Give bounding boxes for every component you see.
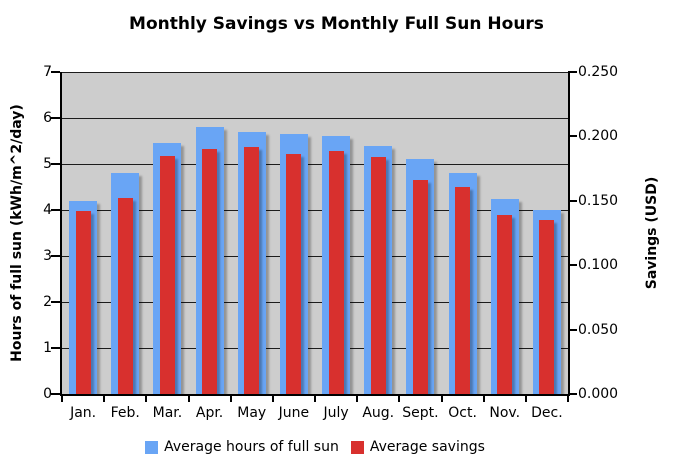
legend: Average hours of full sun Average savings [60, 439, 570, 455]
left-axis-tick-label: 5 [43, 156, 52, 172]
right-axis-tick [568, 71, 577, 73]
bar-group-nov [484, 72, 526, 394]
right-axis-tick [568, 264, 577, 267]
x-axis-tick [145, 396, 148, 402]
left-axis-tick-label: 3 [43, 248, 52, 264]
gridline [62, 210, 568, 211]
savings-bar [75, 211, 91, 394]
savings-bar [286, 154, 302, 394]
x-axis-tick [103, 396, 106, 402]
left-axis-tick [51, 301, 60, 303]
plot-area [60, 72, 570, 396]
left-axis-tick [51, 255, 60, 257]
x-axis-label-feb: Feb. [110, 405, 140, 421]
right-axis-tick-label: 0.250 [578, 64, 619, 80]
right-axis-tick [568, 135, 577, 138]
bar-group-oct [442, 72, 484, 394]
x-axis-label-dec: Dec. [531, 405, 563, 421]
x-axis-tick [524, 396, 527, 402]
x-axis-tick [271, 396, 274, 402]
left-axis-tick [51, 209, 60, 211]
x-axis-label-aug: Aug. [362, 405, 395, 421]
left-axis-tick [51, 117, 60, 119]
gridline [62, 348, 568, 349]
legend-item-sun: Average hours of full sun [145, 439, 339, 455]
left-axis-tick-label: 7 [43, 64, 52, 80]
x-axis-label-jan: Jan. [70, 405, 97, 421]
savings-bar [539, 220, 555, 394]
bar-group-aug [357, 72, 399, 394]
bar-group-june [273, 72, 315, 394]
legend-item-savings: Average savings [350, 439, 485, 455]
x-axis-tick [482, 396, 485, 402]
savings-bar [202, 149, 218, 394]
right-axis-tick-label: 0.150 [578, 192, 619, 209]
bar-group-dec [526, 72, 568, 394]
gridline [62, 118, 568, 119]
x-axis-label-sept: Sept. [402, 405, 439, 421]
savings-bar [455, 186, 471, 394]
gridline [62, 302, 568, 303]
x-axis-label-nov: Nov. [489, 405, 521, 421]
savings-bar [328, 150, 344, 394]
left-axis-tick-label: 0 [43, 386, 52, 402]
savings-bar [244, 146, 260, 394]
left-axis-tick-label: 4 [43, 202, 52, 218]
left-axis-title: Hours of full sun (kWh/m^2/day) [9, 104, 25, 362]
bar-group-july [315, 72, 357, 394]
right-axis-tick-label: 0.100 [578, 257, 619, 274]
savings-bar [412, 180, 428, 394]
right-axis-title: Savings (USD) [644, 176, 660, 290]
x-axis-tick [187, 396, 190, 402]
gridline [62, 256, 568, 257]
chart-title: Monthly Savings vs Monthly Full Sun Hour… [129, 14, 544, 34]
savings-bar [117, 198, 133, 394]
gridline [62, 72, 568, 73]
legend-swatch-savings [350, 440, 364, 454]
right-axis-tick-label: 0.050 [578, 321, 619, 338]
x-axis-tick [398, 396, 401, 402]
savings-bar [497, 214, 513, 394]
savings-bar [370, 157, 386, 394]
left-axis-tick [51, 71, 60, 73]
right-axis-tick [568, 393, 577, 395]
right-axis-tick [568, 328, 577, 331]
x-axis-label-may: May [237, 405, 267, 421]
left-axis-tick-label: 2 [43, 294, 52, 310]
x-axis-label-mar: Mar. [152, 405, 183, 421]
x-axis-tick [61, 396, 63, 402]
x-axis-tick [440, 396, 443, 402]
bar-group-feb [104, 72, 146, 394]
bar-group-mar [146, 72, 188, 394]
x-axis-tick [567, 396, 569, 402]
legend-label-savings: Average savings [369, 439, 485, 455]
legend-swatch-sun [145, 440, 159, 454]
x-axis-label-apr: Apr. [195, 405, 224, 421]
left-axis-tick [51, 393, 60, 395]
x-axis-tick [229, 396, 232, 402]
bar-group-may [231, 72, 273, 394]
bar-group-jan [62, 72, 104, 394]
x-axis-tick [314, 396, 316, 402]
x-axis-label-july: July [323, 405, 349, 421]
x-axis-tick [356, 396, 359, 402]
legend-label-sun: Average hours of full sun [164, 439, 339, 455]
left-axis-tick [51, 347, 60, 349]
x-axis-label-june: June [278, 405, 310, 421]
right-axis-tick-label: 0.200 [578, 128, 619, 145]
left-axis-tick-label: 6 [43, 110, 52, 126]
savings-bar [159, 155, 175, 394]
x-axis-label-oct: Oct. [448, 405, 477, 421]
bar-group-apr [189, 72, 231, 394]
left-axis-tick [51, 163, 60, 165]
right-axis-tick-label: 0.000 [578, 386, 619, 402]
gridline [62, 164, 568, 165]
right-axis-tick [568, 199, 577, 202]
bar-group-sept [399, 72, 441, 394]
left-axis-tick-label: 1 [43, 340, 52, 356]
